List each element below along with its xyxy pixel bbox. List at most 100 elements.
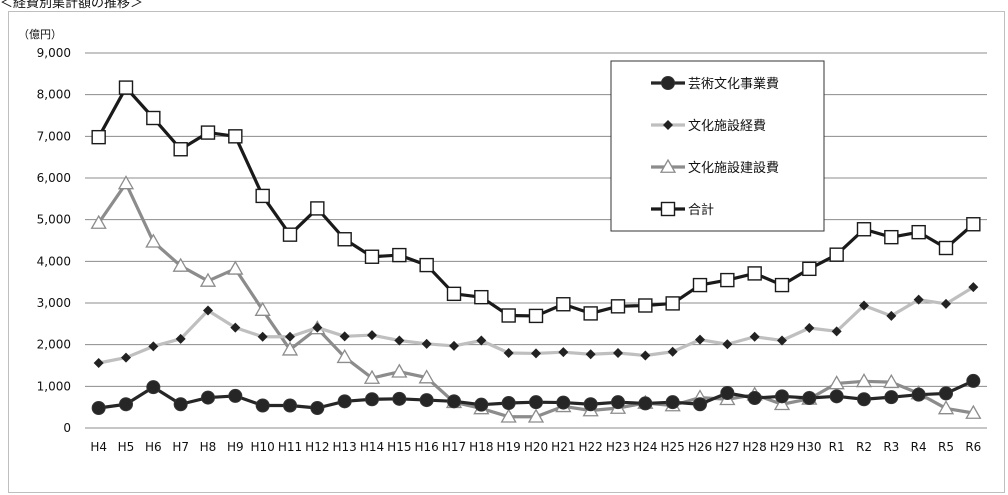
data-point: [829, 389, 844, 404]
data-point: [364, 249, 380, 264]
data-point: [255, 188, 270, 204]
x-tick-label: H21: [551, 440, 575, 454]
chart-frame: [8, 11, 1005, 493]
data-point: [228, 129, 243, 144]
x-tick-label: H27: [715, 440, 739, 454]
data-point: [146, 380, 161, 395]
legend-label: 芸術文化事業費: [688, 76, 779, 92]
data-point: [257, 331, 268, 342]
y-tick-label: 4,000: [37, 254, 71, 268]
data-point: [884, 390, 899, 405]
x-tick-label: H19: [497, 440, 521, 454]
x-tick-label: H6: [145, 440, 162, 454]
x-tick-label: H23: [606, 440, 630, 454]
data-point: [941, 298, 951, 309]
legend-marker: [660, 201, 676, 217]
data-point: [828, 375, 845, 390]
data-point: [855, 373, 873, 388]
x-tick-label: H24: [633, 440, 657, 454]
data-point: [148, 341, 159, 352]
chart-caption: ＜経費別集計額の推移＞: [0, 0, 144, 11]
x-tick-label: H14: [360, 440, 384, 454]
data-point: [312, 322, 323, 333]
data-point: [93, 358, 104, 368]
data-point: [337, 232, 352, 247]
data-point: [117, 175, 135, 190]
data-point: [91, 129, 106, 145]
y-axis-unit: （億円）: [18, 28, 62, 41]
x-tick-label: H13: [333, 440, 357, 454]
x-tick-label: H10: [251, 440, 275, 454]
data-point: [775, 389, 789, 404]
data-point: [558, 347, 569, 358]
legend-marker: [661, 76, 675, 90]
data-point: [365, 392, 379, 407]
data-point: [119, 397, 133, 412]
y-tick-label: 3,000: [37, 296, 71, 310]
data-point: [146, 110, 161, 126]
legend-label: 文化施設経費: [688, 118, 766, 134]
y-tick-label: 6,000: [37, 171, 71, 185]
data-point: [474, 397, 489, 412]
x-tick-label: H8: [200, 440, 217, 454]
data-point: [391, 363, 408, 378]
data-point: [965, 404, 982, 419]
x-tick-label: H17: [442, 440, 466, 454]
y-tick-label: 8,000: [37, 88, 71, 102]
x-tick-label: H26: [688, 440, 712, 454]
data-point: [777, 335, 787, 346]
data-point: [913, 294, 924, 305]
data-point: [310, 401, 325, 415]
x-tick-label: R2: [856, 440, 872, 454]
data-point: [693, 397, 707, 412]
x-tick-label: H22: [579, 440, 603, 454]
x-tick-label: H12: [305, 440, 329, 454]
data-point: [695, 334, 705, 345]
data-point: [421, 338, 432, 349]
data-point: [613, 348, 623, 358]
data-point: [363, 369, 381, 384]
data-point: [556, 395, 571, 410]
data-point: [938, 240, 954, 256]
data-point: [145, 233, 162, 248]
y-tick-label: 7,000: [37, 129, 71, 143]
data-point: [228, 388, 243, 403]
data-point: [199, 272, 217, 287]
data-point: [722, 339, 733, 350]
data-point: [118, 80, 134, 95]
data-point: [966, 217, 981, 232]
data-point: [527, 408, 545, 423]
x-tick-label: R5: [938, 440, 954, 454]
data-point: [500, 408, 517, 423]
data-point: [884, 229, 899, 245]
data-point: [474, 289, 489, 305]
x-tick-label: H4: [90, 440, 107, 454]
data-point: [227, 260, 244, 275]
data-point: [968, 282, 979, 293]
data-point: [201, 390, 215, 405]
data-point: [829, 247, 844, 262]
data-point: [804, 323, 815, 333]
data-point: [394, 335, 405, 346]
data-point: [831, 326, 842, 337]
data-point: [859, 300, 869, 311]
data-point: [665, 395, 680, 410]
data-point: [640, 350, 651, 361]
data-point: [773, 395, 791, 411]
legend-label: 合計: [688, 202, 714, 218]
y-tick-label: 2,000: [37, 338, 71, 352]
x-tick-label: H5: [118, 440, 135, 454]
data-point: [857, 392, 871, 407]
data-point: [310, 201, 325, 216]
data-point: [283, 398, 297, 413]
data-point: [720, 272, 735, 288]
data-point: [528, 308, 544, 324]
data-point: [90, 214, 107, 229]
x-tick-label: H11: [278, 440, 302, 454]
data-point: [556, 297, 571, 312]
data-point: [339, 331, 350, 342]
data-point: [774, 277, 790, 293]
data-point: [883, 373, 900, 389]
data-point: [667, 346, 678, 357]
x-tick-label: R4: [911, 440, 927, 454]
